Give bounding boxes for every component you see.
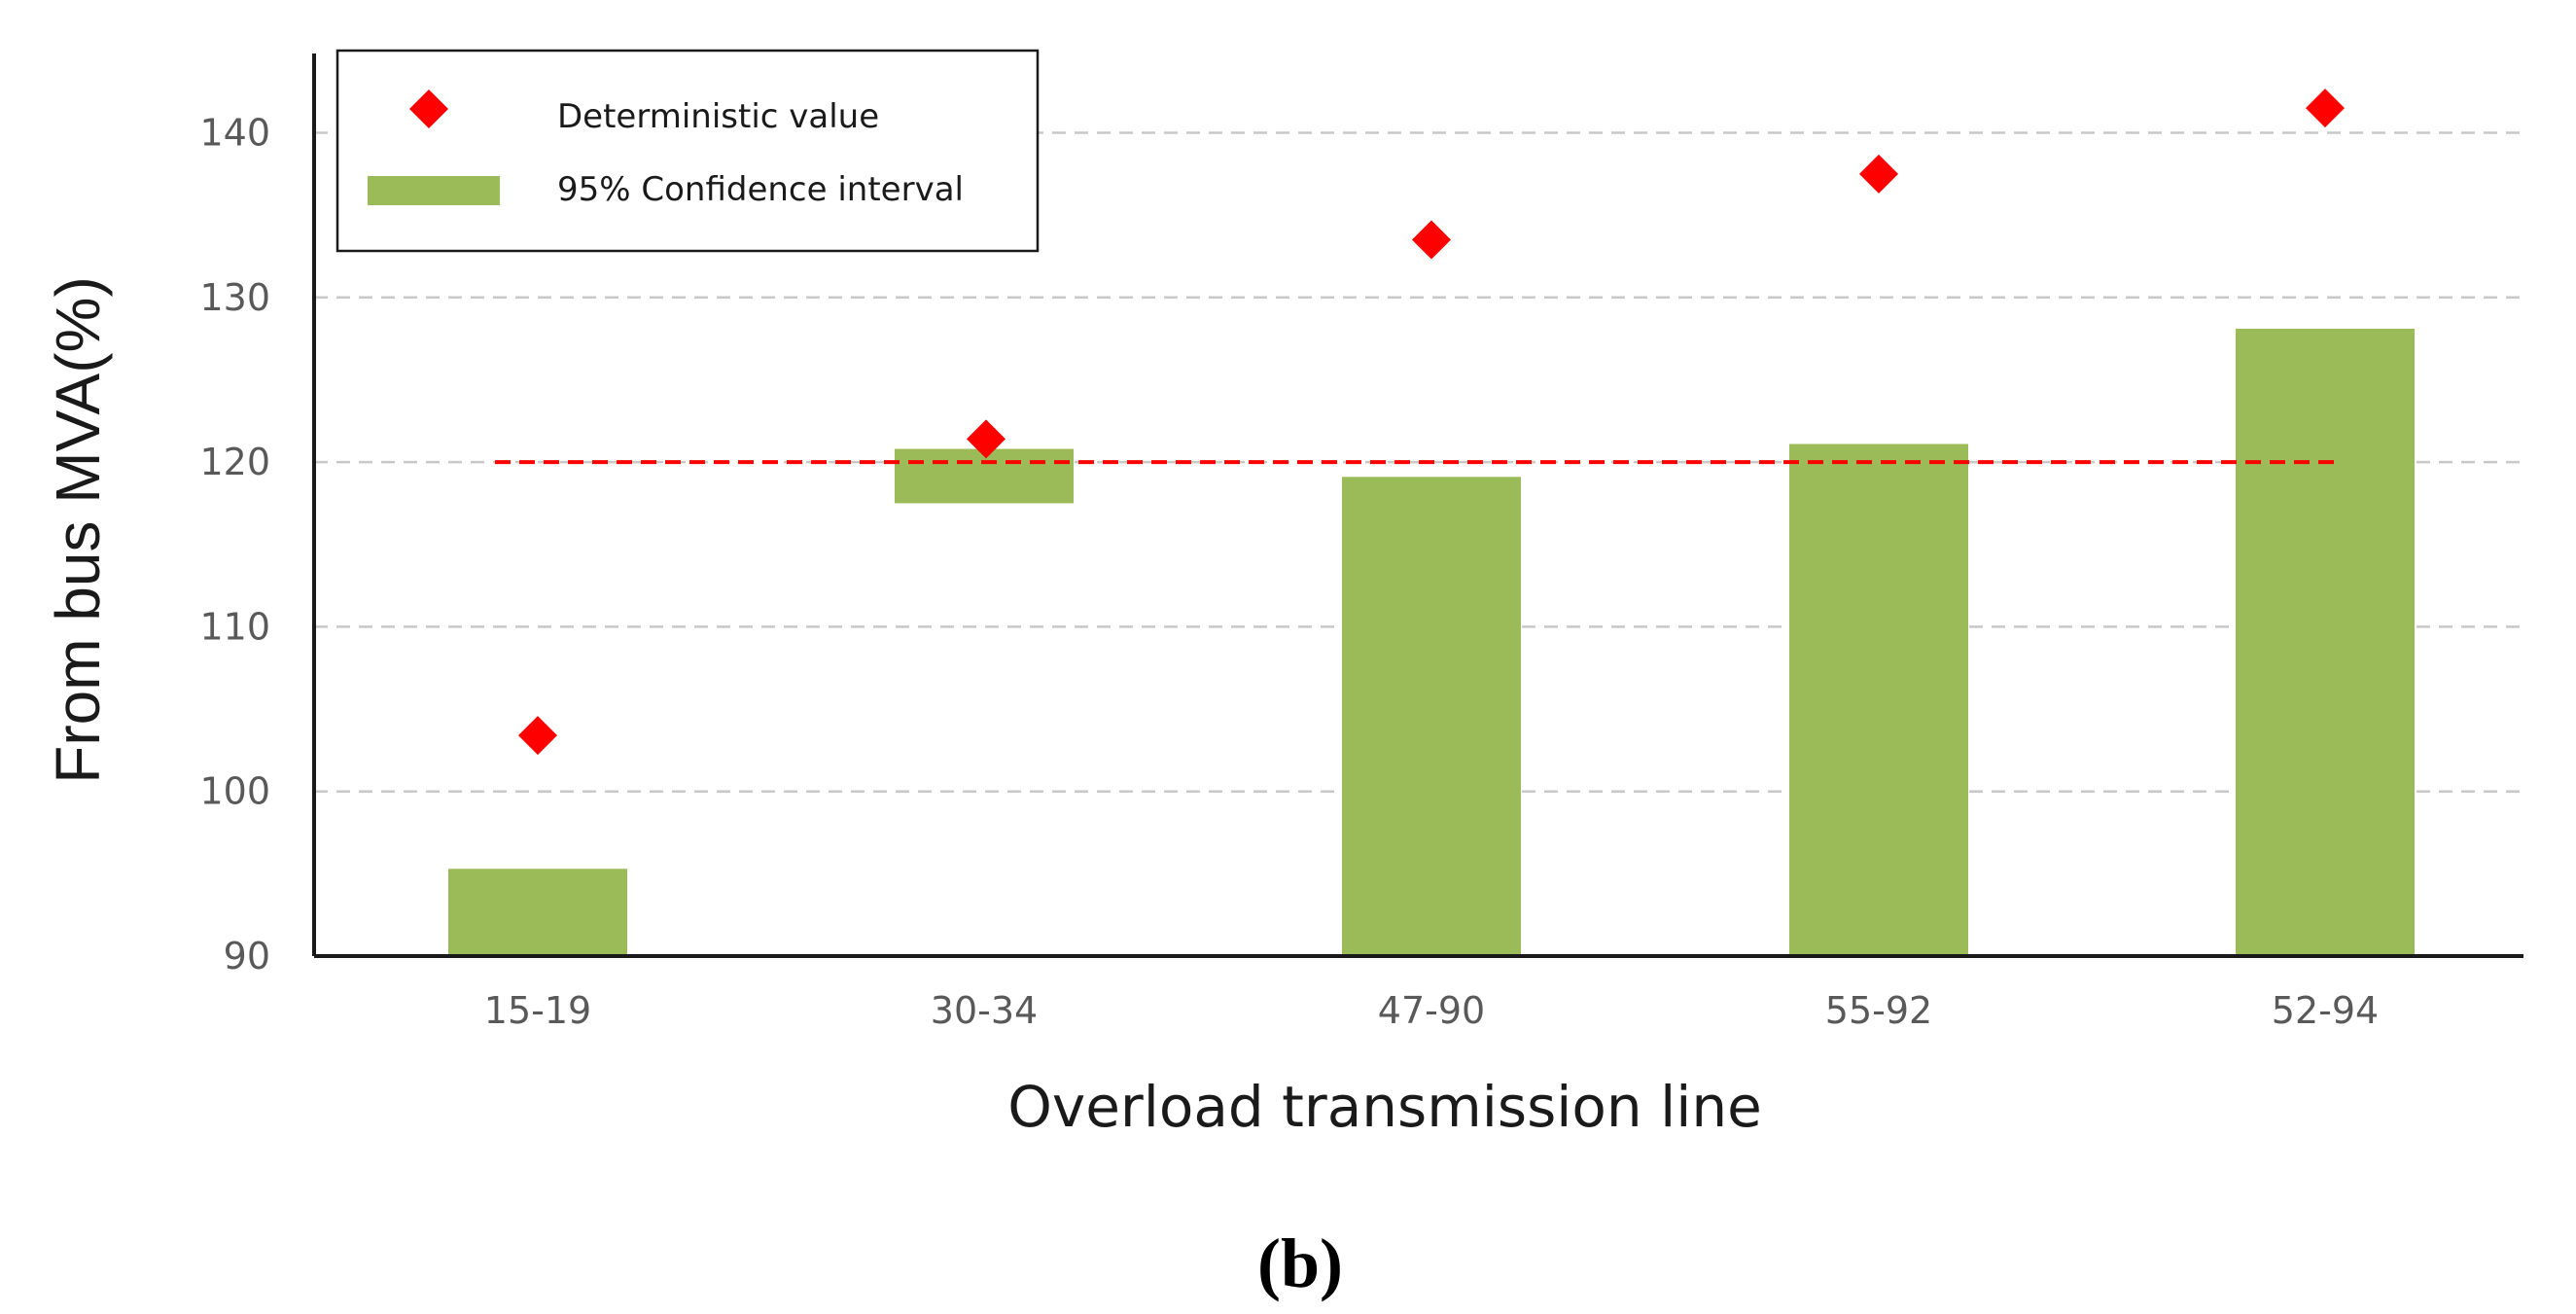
y-tick-label-100: 100 bbox=[199, 770, 270, 813]
x-tick-label-55-92: 55-92 bbox=[1825, 989, 1932, 1032]
deterministic-markers bbox=[518, 89, 2345, 756]
legend-label-confidence: 95% Confidence interval bbox=[557, 170, 964, 209]
confidence-interval-bars bbox=[448, 328, 2415, 956]
x-tick-label-47-90: 47-90 bbox=[1378, 989, 1485, 1032]
ci-bar-15-19 bbox=[448, 869, 627, 956]
deterministic-marker-30-34 bbox=[967, 419, 1006, 459]
legend: Deterministic value 95% Confidence inter… bbox=[335, 49, 1040, 253]
ci-bar-30-34 bbox=[895, 448, 1074, 504]
legend-bar-swatch bbox=[368, 176, 500, 205]
x-axis-title: Overload transmission line bbox=[1007, 1074, 1762, 1140]
y-tick-label-110: 110 bbox=[199, 605, 270, 648]
y-axis-title: From bus MVA(%) bbox=[43, 276, 113, 784]
y-tick-label-140: 140 bbox=[199, 112, 270, 155]
deterministic-marker-55-92 bbox=[1859, 154, 1898, 194]
x-axis-ticks: 15-19 30-34 47-90 55-92 52-94 bbox=[484, 989, 2379, 1032]
ci-bar-47-90 bbox=[1342, 477, 1521, 956]
y-tick-label-120: 120 bbox=[199, 441, 270, 483]
axes bbox=[312, 53, 2523, 958]
deterministic-marker-15-19 bbox=[518, 716, 557, 756]
x-tick-label-52-94: 52-94 bbox=[2272, 989, 2379, 1032]
x-tick-label-15-19: 15-19 bbox=[484, 989, 591, 1032]
ci-bar-52-94 bbox=[2236, 328, 2415, 956]
deterministic-marker-52-94 bbox=[2306, 89, 2345, 128]
y-tick-label-130: 130 bbox=[199, 276, 270, 319]
panel-label: (b) bbox=[1257, 1225, 1343, 1302]
deterministic-marker-47-90 bbox=[1412, 220, 1451, 260]
x-tick-label-30-34: 30-34 bbox=[931, 989, 1038, 1032]
legend-diamond-swatch bbox=[409, 89, 448, 128]
legend-box bbox=[335, 49, 1040, 253]
ci-bar-55-92 bbox=[1789, 444, 1968, 956]
y-axis-ticks: 90 100 110 120 130 140 bbox=[199, 112, 270, 978]
legend-label-deterministic: Deterministic value bbox=[557, 97, 879, 136]
y-tick-label-90: 90 bbox=[224, 935, 270, 977]
